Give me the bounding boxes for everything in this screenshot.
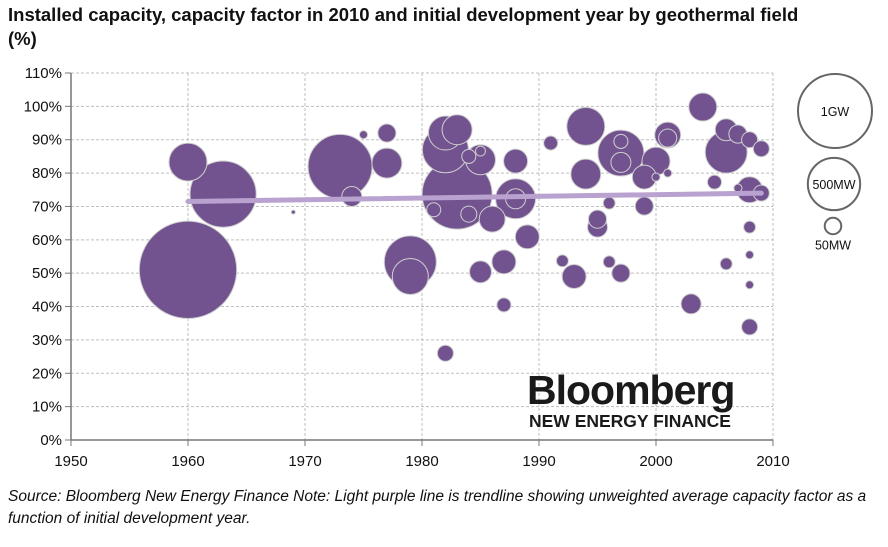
- bubble: [613, 133, 629, 149]
- bubble: [290, 209, 296, 215]
- y-tick-label: 60%: [32, 232, 62, 249]
- y-tick-label: 30%: [32, 332, 62, 349]
- legend-label: 1GW: [821, 105, 850, 119]
- bubble: [138, 220, 238, 320]
- bubble: [719, 257, 733, 271]
- bubble: [371, 147, 403, 179]
- bubble: [168, 142, 208, 182]
- bubble: [496, 297, 512, 313]
- bubble: [377, 123, 397, 143]
- y-tick-label: 20%: [32, 365, 62, 382]
- bubble: [478, 205, 506, 233]
- legend-label: 50MW: [815, 238, 851, 252]
- bubble: [566, 106, 606, 146]
- y-tick-label: 90%: [32, 132, 62, 149]
- bubble: [555, 254, 569, 268]
- size-legend: 1GW 500MW 50MW: [797, 73, 873, 252]
- x-tick-label: 1980: [405, 453, 438, 470]
- bloomberg-logo-subtitle: NEW ENERGY FINANCE: [529, 411, 731, 431]
- x-tick-label: 1950: [54, 453, 87, 470]
- bubble: [441, 114, 473, 146]
- bubble: [561, 264, 587, 290]
- bubble: [469, 260, 492, 284]
- bubble: [602, 196, 616, 210]
- source-note: Source: Bloomberg New Energy Finance Not…: [8, 488, 867, 527]
- x-tick-label: 2000: [639, 453, 672, 470]
- y-tick-label: 110%: [25, 65, 62, 82]
- legend-circle: [823, 216, 843, 236]
- bubble: [658, 128, 678, 148]
- y-tick-label: 40%: [32, 299, 62, 316]
- bubble: [741, 318, 759, 336]
- bubble: [358, 130, 369, 140]
- legend-label: 500MW: [812, 178, 855, 192]
- bubble: [745, 280, 755, 290]
- x-tick-label: 1960: [171, 453, 204, 470]
- bubble: [436, 344, 454, 362]
- y-tick-label: 50%: [32, 265, 62, 282]
- x-tick-label: 1990: [522, 453, 555, 470]
- y-tick-label: 10%: [32, 399, 62, 416]
- bubble: [543, 135, 559, 151]
- bubble: [745, 250, 755, 260]
- tick-labels: 0% 10% 20% 30% 40% 50% 60% 70% 80% 90% 100% 110% 195…: [24, 65, 790, 470]
- bubbles: [138, 92, 770, 362]
- bubble: [460, 205, 478, 223]
- bubble: [680, 293, 702, 315]
- bubble: [189, 160, 257, 228]
- bubble: [610, 151, 632, 173]
- bubble: [570, 158, 602, 190]
- bubble: [741, 131, 759, 149]
- trendline-line: [185, 190, 764, 204]
- bubble: [475, 145, 486, 157]
- bubble: [663, 168, 673, 178]
- bubble: [514, 224, 540, 250]
- bubble: [341, 185, 363, 207]
- y-tick-label: 70%: [32, 198, 62, 215]
- y-tick-label: 0%: [40, 432, 62, 449]
- bubble: [706, 174, 723, 190]
- legend-circle: [797, 73, 873, 149]
- bubble: [491, 249, 517, 275]
- bubble: [426, 202, 442, 218]
- bubble: [391, 258, 429, 296]
- bubble: [307, 133, 373, 199]
- x-tick-label: 1970: [288, 453, 321, 470]
- trendline: [185, 190, 764, 204]
- bloomberg-logo: Bloomberg: [527, 367, 735, 413]
- chart-title: Installed capacity, capacity factor in 2…: [8, 4, 799, 49]
- bubble: [688, 92, 718, 122]
- bubble: [743, 220, 757, 234]
- axes: [65, 72, 774, 446]
- bubble: [461, 148, 477, 164]
- bubble: [587, 209, 608, 229]
- y-tick-label: 80%: [32, 165, 62, 182]
- legend-circle: [806, 156, 862, 212]
- bubble: [752, 140, 770, 158]
- x-tick-label: 2010: [756, 453, 789, 470]
- bubble: [611, 263, 631, 283]
- y-tick-label: 100%: [24, 98, 62, 115]
- bubble: [503, 148, 529, 174]
- bubble: [602, 255, 616, 269]
- bubble: [634, 196, 654, 216]
- bubble: [651, 172, 661, 182]
